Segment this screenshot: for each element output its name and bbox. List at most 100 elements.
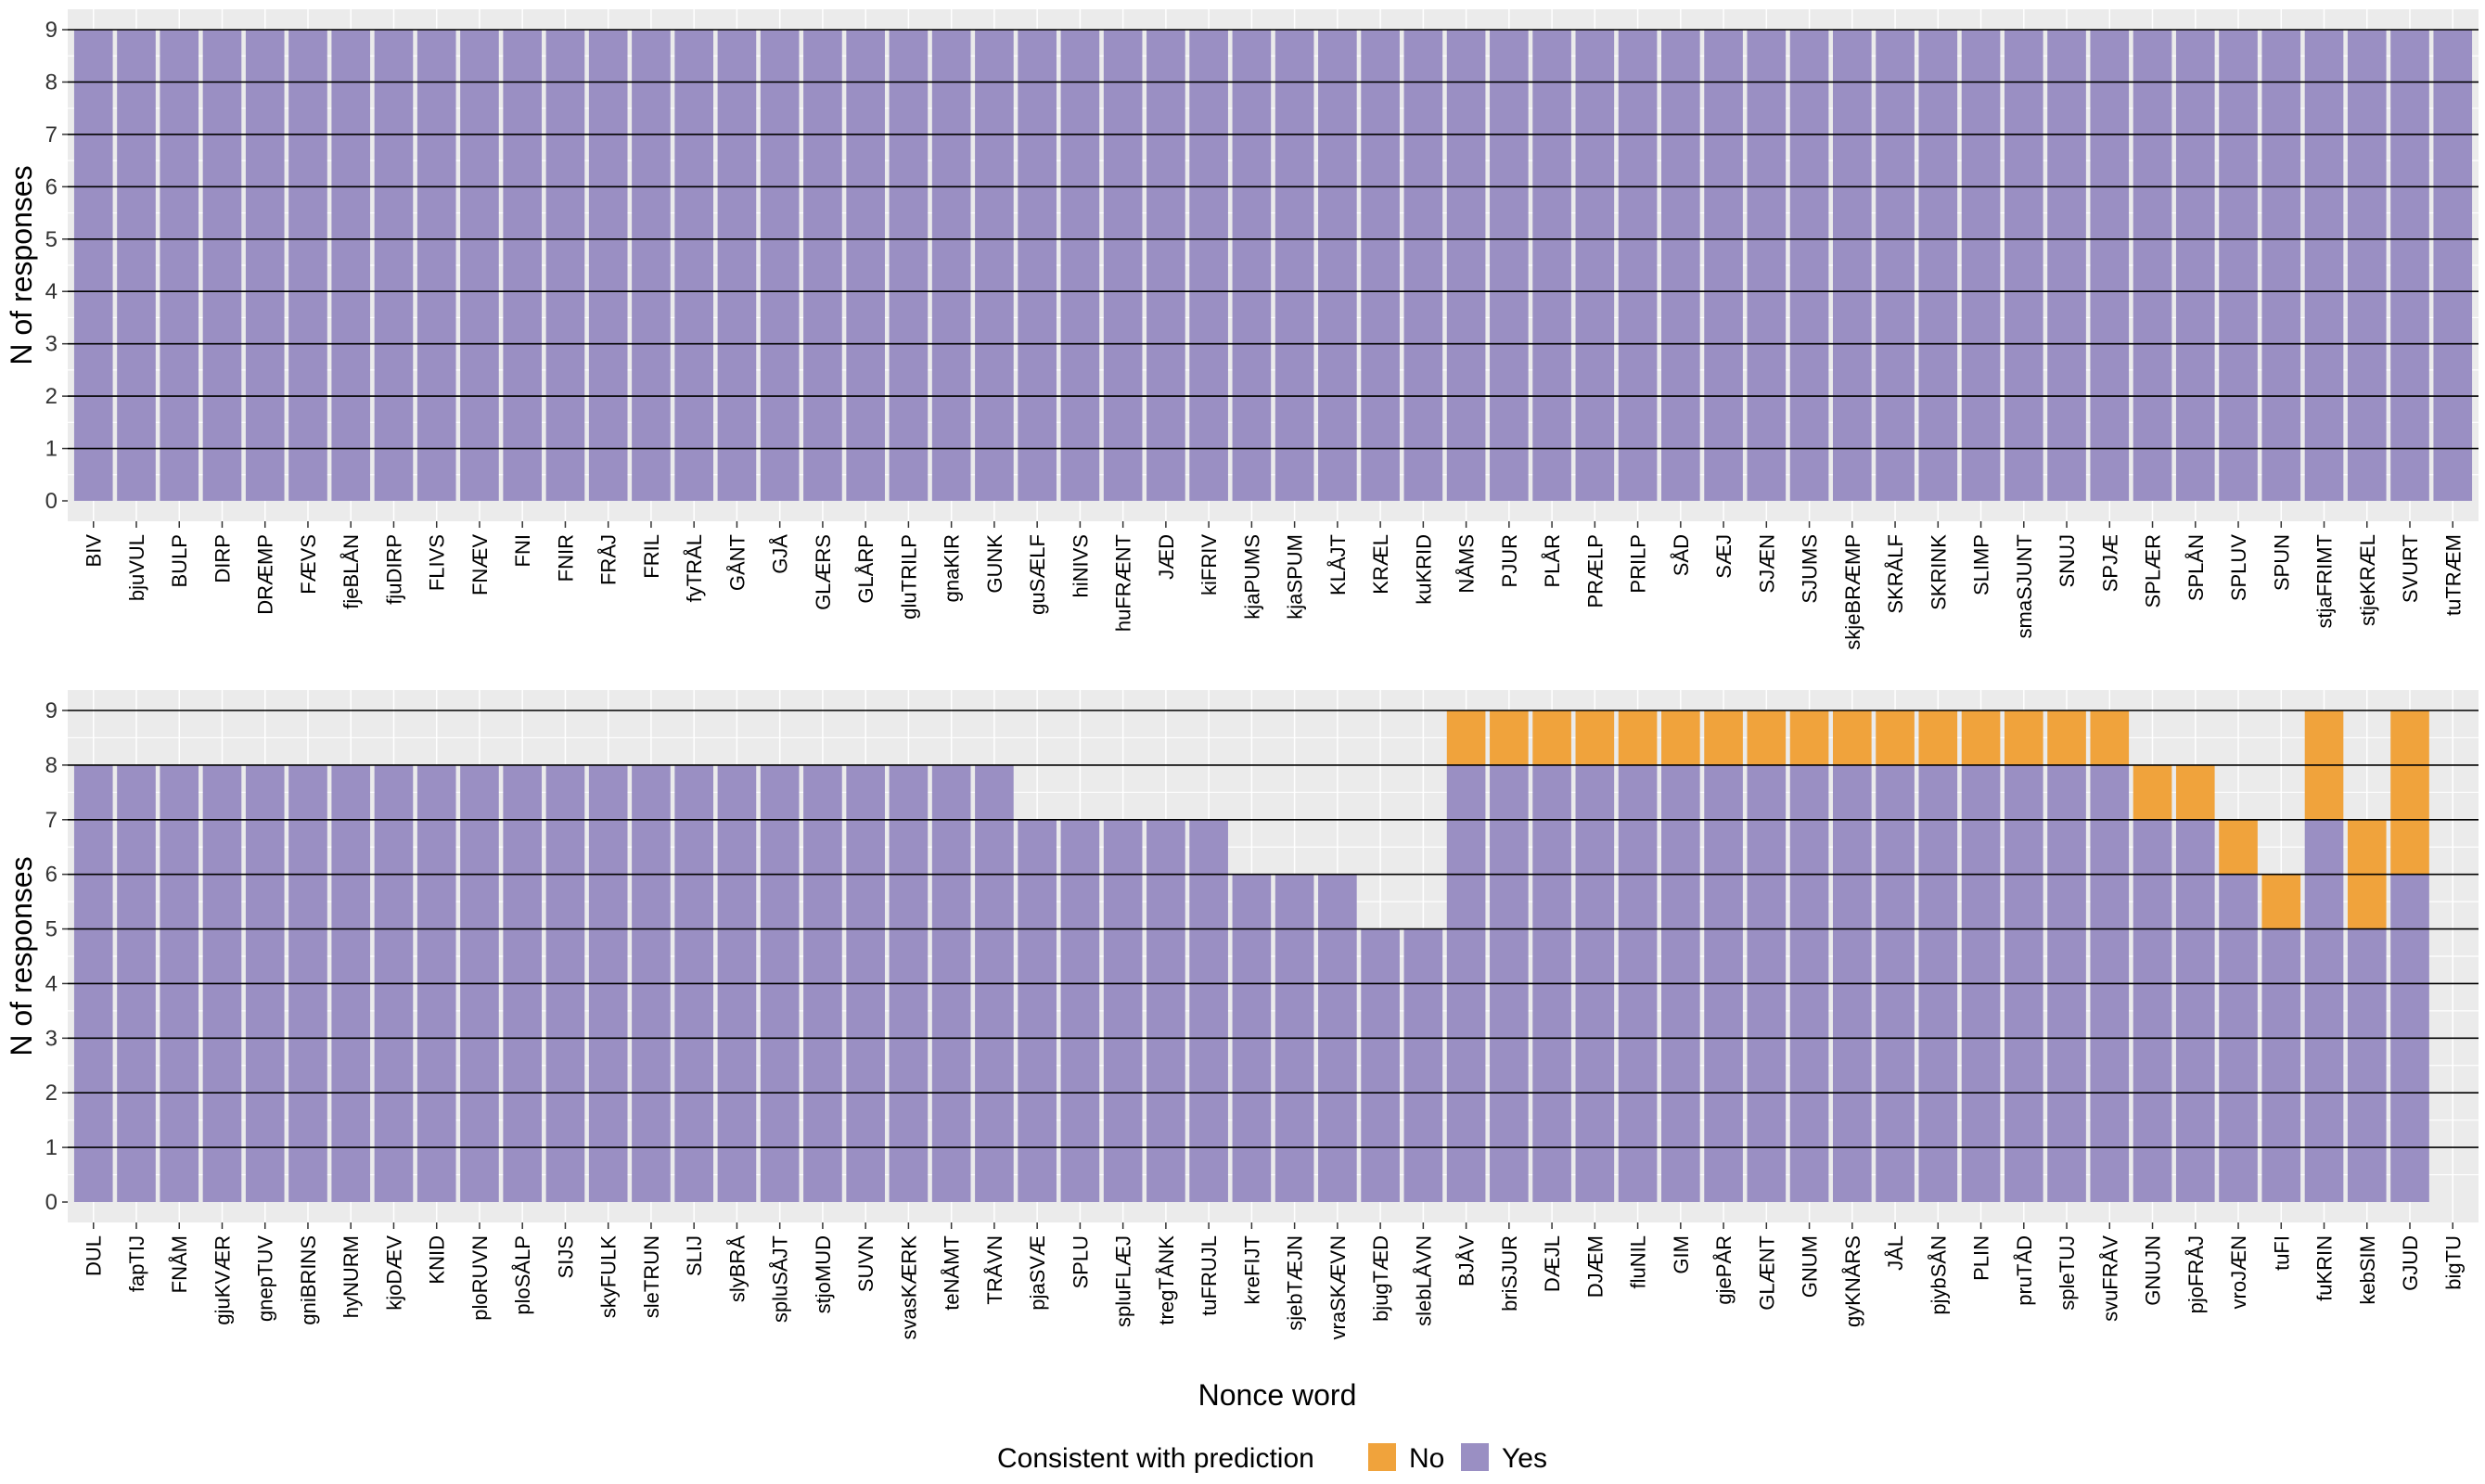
y-tick-label: 7 bbox=[45, 808, 58, 833]
bar-yes bbox=[588, 30, 628, 501]
bar-yes bbox=[1103, 819, 1143, 1202]
x-tick-label: SVURT bbox=[2399, 534, 2422, 603]
bar-yes bbox=[674, 30, 713, 501]
x-tick-label: SNUJ bbox=[2056, 534, 2079, 587]
x-tick-label: PJUR bbox=[1498, 534, 1521, 587]
x-axis-title: Nonce word bbox=[1198, 1378, 1357, 1412]
x-tick-label: teNÅMT bbox=[941, 1235, 964, 1311]
x-tick-label: TRÅVN bbox=[983, 1235, 1006, 1305]
bar-no bbox=[1661, 710, 1700, 765]
bar-yes bbox=[1918, 30, 1958, 501]
y-tick-label: 1 bbox=[45, 1135, 58, 1160]
chart-panel-top: 0 1 2 3 4 5 6 7 8 9 BIV bjuVUL BULP DIRP DRÆMP FÆVS fjeB… bbox=[5, 9, 2479, 650]
bar-yes bbox=[2133, 30, 2172, 501]
x-tick-label: JÆD bbox=[1155, 534, 1178, 580]
x-tick-label: SÅD bbox=[1670, 534, 1693, 576]
bar-no bbox=[1704, 710, 1743, 765]
y-tick-label: 9 bbox=[45, 698, 58, 723]
bar-no bbox=[1446, 710, 1486, 765]
x-tick-label: GIM bbox=[1670, 1235, 1693, 1274]
x-tick-label: gyKNÅRS bbox=[1841, 1235, 1864, 1327]
x-tick-label: PRILP bbox=[1627, 534, 1650, 594]
x-tick-label: DIRP bbox=[211, 534, 234, 583]
bar-yes bbox=[846, 30, 885, 501]
x-tick-label: slyBRÅ bbox=[725, 1235, 749, 1302]
bar-yes bbox=[245, 30, 285, 501]
bar-yes bbox=[1618, 30, 1658, 501]
x-tick-label: SPLUV bbox=[2227, 534, 2250, 601]
x-tick-label: slebLÅVN bbox=[1412, 1235, 1435, 1326]
y-axis-title: N of responses bbox=[5, 856, 38, 1055]
bar-no bbox=[2219, 819, 2258, 875]
y-tick-label: 4 bbox=[45, 279, 58, 304]
bar-yes bbox=[1661, 30, 1700, 501]
x-tick-label: SJUMS bbox=[1799, 534, 1822, 604]
bar-yes bbox=[1232, 30, 1272, 501]
x-tick-label: tregTÅNK bbox=[1155, 1235, 1178, 1325]
x-tick-label: briSJUR bbox=[1498, 1235, 1521, 1311]
bar-no bbox=[1618, 710, 1658, 765]
x-tick-label: spluFLÆJ bbox=[1112, 1235, 1135, 1327]
x-tick-label: SJÆN bbox=[1755, 534, 1778, 594]
bar-yes bbox=[1876, 30, 1915, 501]
y-tick-label: 2 bbox=[45, 384, 58, 409]
y-tick-label: 3 bbox=[45, 332, 58, 357]
bar-yes bbox=[1318, 30, 1357, 501]
y-tick-label: 6 bbox=[45, 863, 58, 888]
x-tick-label: smaSJUNT bbox=[2013, 534, 2036, 638]
x-tick-label: kebSIM bbox=[2356, 1235, 2379, 1305]
x-tick-label: svasKÆRK bbox=[897, 1235, 920, 1340]
x-tick-label: pjoFRÅJ bbox=[2184, 1235, 2208, 1313]
bar-yes bbox=[1189, 30, 1228, 501]
bar-yes bbox=[2004, 30, 2043, 501]
bar-yes bbox=[1747, 30, 1787, 501]
bar-no bbox=[1789, 710, 1829, 765]
legend-swatch-no bbox=[1368, 1443, 1396, 1471]
bar-yes bbox=[889, 30, 929, 501]
x-tick-label: FNÆV bbox=[468, 534, 492, 595]
x-tick-label: SPLÅN bbox=[2184, 534, 2208, 601]
x-tick-label: SLIJ bbox=[683, 1235, 706, 1276]
x-tick-label: FNIR bbox=[554, 534, 577, 582]
x-tick-label: hyNURM bbox=[339, 1235, 363, 1318]
bar-yes bbox=[288, 30, 327, 501]
y-tick-label: 8 bbox=[45, 753, 58, 778]
x-tick-label: sjebTÆJN bbox=[1284, 1235, 1307, 1331]
x-tick-label: BULP bbox=[168, 534, 191, 587]
y-axis-title: N of responses bbox=[5, 165, 38, 365]
x-tick-label: SUVN bbox=[854, 1235, 877, 1292]
x-tick-label: gnepTUV bbox=[254, 1235, 277, 1322]
x-tick-label: KNID bbox=[426, 1235, 449, 1285]
bar-no bbox=[1490, 710, 1529, 765]
x-tick-label: SLIMP bbox=[1970, 534, 1993, 595]
bar-no bbox=[2133, 764, 2172, 820]
bar-yes bbox=[2347, 928, 2387, 1202]
x-tick-label: PLÅR bbox=[1541, 534, 1564, 587]
x-tick-label: NÅMS bbox=[1455, 534, 1479, 594]
x-tick-label: ploSÅLP bbox=[511, 1235, 534, 1315]
x-tick-label: svuFRÅV bbox=[2098, 1235, 2121, 1322]
bar-no bbox=[2004, 710, 2043, 765]
bar-no bbox=[1532, 710, 1571, 765]
bar-yes bbox=[2433, 30, 2473, 501]
legend-title: Consistent with prediction bbox=[997, 1443, 1314, 1474]
x-tick-label: kjoDÆV bbox=[382, 1235, 405, 1311]
x-tick-label: FRIL bbox=[640, 534, 663, 579]
x-tick-label: gluTRILP bbox=[897, 534, 920, 620]
x-tick-label: pruTÅD bbox=[2013, 1235, 2036, 1306]
x-tick-label: GJUD bbox=[2399, 1235, 2422, 1291]
x-tick-label: KLÅJT bbox=[1326, 534, 1350, 595]
x-tick-label: pjybSÅN bbox=[1927, 1235, 1950, 1315]
bar-no bbox=[1876, 710, 1915, 765]
x-tick-label: kuKRID bbox=[1412, 534, 1435, 605]
y-tick-label: 7 bbox=[45, 122, 58, 147]
x-tick-label: fapTIJ bbox=[125, 1235, 148, 1292]
bar-yes bbox=[1146, 30, 1185, 501]
x-tick-label: BJÅV bbox=[1455, 1235, 1479, 1286]
x-tick-label: spluSÅJT bbox=[769, 1235, 792, 1323]
bar-no bbox=[1833, 710, 1872, 765]
legend: Consistent with prediction No Yes bbox=[997, 1443, 1547, 1474]
bar-yes bbox=[73, 30, 113, 501]
y-tick-label: 2 bbox=[45, 1081, 58, 1106]
legend-label-no: No bbox=[1409, 1443, 1444, 1474]
